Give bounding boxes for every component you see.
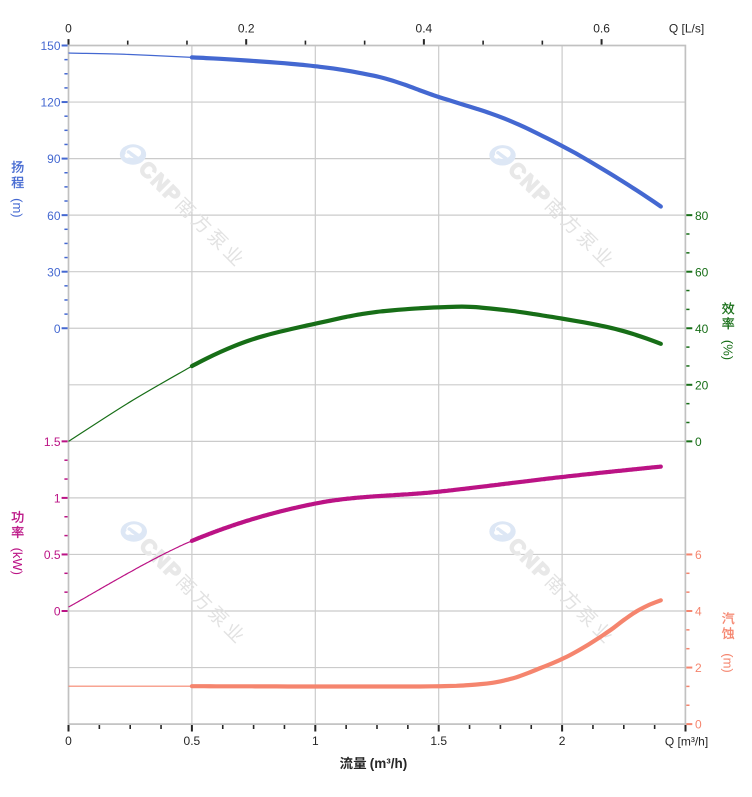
svg-text:120: 120 bbox=[40, 96, 60, 110]
svg-text:(m³/h): (m³/h) bbox=[370, 756, 408, 771]
svg-text:1.5: 1.5 bbox=[44, 435, 61, 449]
svg-text:0.2: 0.2 bbox=[238, 21, 255, 35]
svg-text:4: 4 bbox=[695, 605, 702, 619]
svg-text:Q [L/s]: Q [L/s] bbox=[669, 21, 704, 35]
svg-text:0: 0 bbox=[54, 605, 61, 619]
svg-text:1: 1 bbox=[54, 492, 61, 506]
svg-text:2: 2 bbox=[695, 661, 702, 675]
svg-text:60: 60 bbox=[695, 265, 709, 279]
svg-text:1.5: 1.5 bbox=[430, 734, 447, 748]
svg-text:Q [m³/h]: Q [m³/h] bbox=[665, 735, 708, 749]
svg-text:(m): (m) bbox=[721, 653, 736, 673]
svg-text:1: 1 bbox=[312, 734, 319, 748]
svg-text:0.6: 0.6 bbox=[593, 21, 610, 35]
svg-text:40: 40 bbox=[695, 322, 709, 336]
svg-text:20: 20 bbox=[695, 378, 709, 392]
svg-text:90: 90 bbox=[47, 152, 61, 166]
svg-text:0: 0 bbox=[65, 734, 72, 748]
svg-text:0: 0 bbox=[65, 21, 72, 35]
svg-text:30: 30 bbox=[47, 265, 61, 279]
svg-text:0.5: 0.5 bbox=[184, 734, 201, 748]
svg-text:80: 80 bbox=[695, 209, 709, 223]
svg-text:(%): (%) bbox=[721, 340, 736, 360]
svg-text:(m): (m) bbox=[10, 198, 25, 218]
svg-text:0: 0 bbox=[54, 322, 61, 336]
svg-text:(kW): (kW) bbox=[10, 548, 25, 575]
svg-text:0.4: 0.4 bbox=[416, 21, 433, 35]
svg-text:0.5: 0.5 bbox=[44, 548, 61, 562]
svg-text:0: 0 bbox=[695, 718, 702, 732]
svg-text:60: 60 bbox=[47, 209, 61, 223]
svg-text:6: 6 bbox=[695, 548, 702, 562]
svg-text:2: 2 bbox=[559, 734, 566, 748]
svg-text:150: 150 bbox=[40, 39, 60, 53]
svg-text:0: 0 bbox=[695, 435, 702, 449]
